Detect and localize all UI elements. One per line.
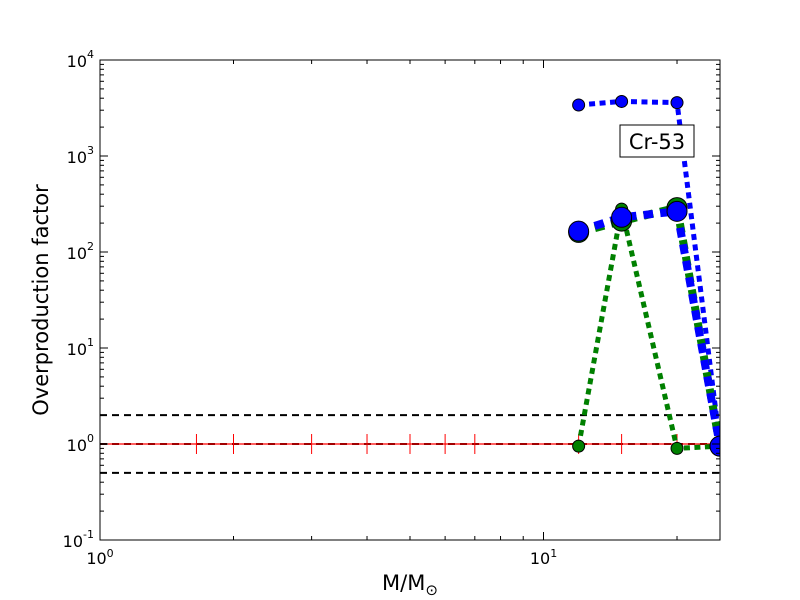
series-layer xyxy=(568,94,720,457)
series-1-point-0 xyxy=(572,439,586,453)
annotation-label: Cr-53 xyxy=(629,130,685,154)
y-axis-label: Overproduction factor xyxy=(29,184,53,416)
series-0-point-2 xyxy=(670,96,684,110)
annotation-box: Cr-53 xyxy=(619,124,695,158)
series-0-point-1 xyxy=(615,94,629,108)
x-axis-label-sub: ⊙ xyxy=(425,581,438,599)
x-tick-label-1: 101 xyxy=(530,547,557,568)
series-3-point-3 xyxy=(709,435,720,457)
series-3-point-2 xyxy=(666,200,688,222)
x-axis-label-main: M/M xyxy=(382,571,425,595)
series-3-point-0 xyxy=(568,220,590,242)
y-tick-label-4: 103 xyxy=(67,144,94,167)
y-tick-label-5: 104 xyxy=(67,48,94,71)
y-tick-label-1: 100 xyxy=(67,432,94,455)
series-0-point-0 xyxy=(572,98,586,112)
series-line-1 xyxy=(576,208,720,451)
solar-line-group xyxy=(100,434,721,454)
y-tick-label-3: 102 xyxy=(67,240,94,263)
x-tick-label-0: 100 xyxy=(86,547,113,568)
y-tick-label-0: 10-1 xyxy=(63,528,94,551)
series-line-0 xyxy=(578,98,720,445)
series-3-point-1 xyxy=(611,206,633,228)
annotation-box-frame xyxy=(619,124,695,158)
series-line-3 xyxy=(577,206,720,447)
y-tick-label-2: 101 xyxy=(67,336,94,359)
series-1-point-2 xyxy=(670,441,684,455)
x-axis-label: M/M⊙ xyxy=(382,571,438,599)
